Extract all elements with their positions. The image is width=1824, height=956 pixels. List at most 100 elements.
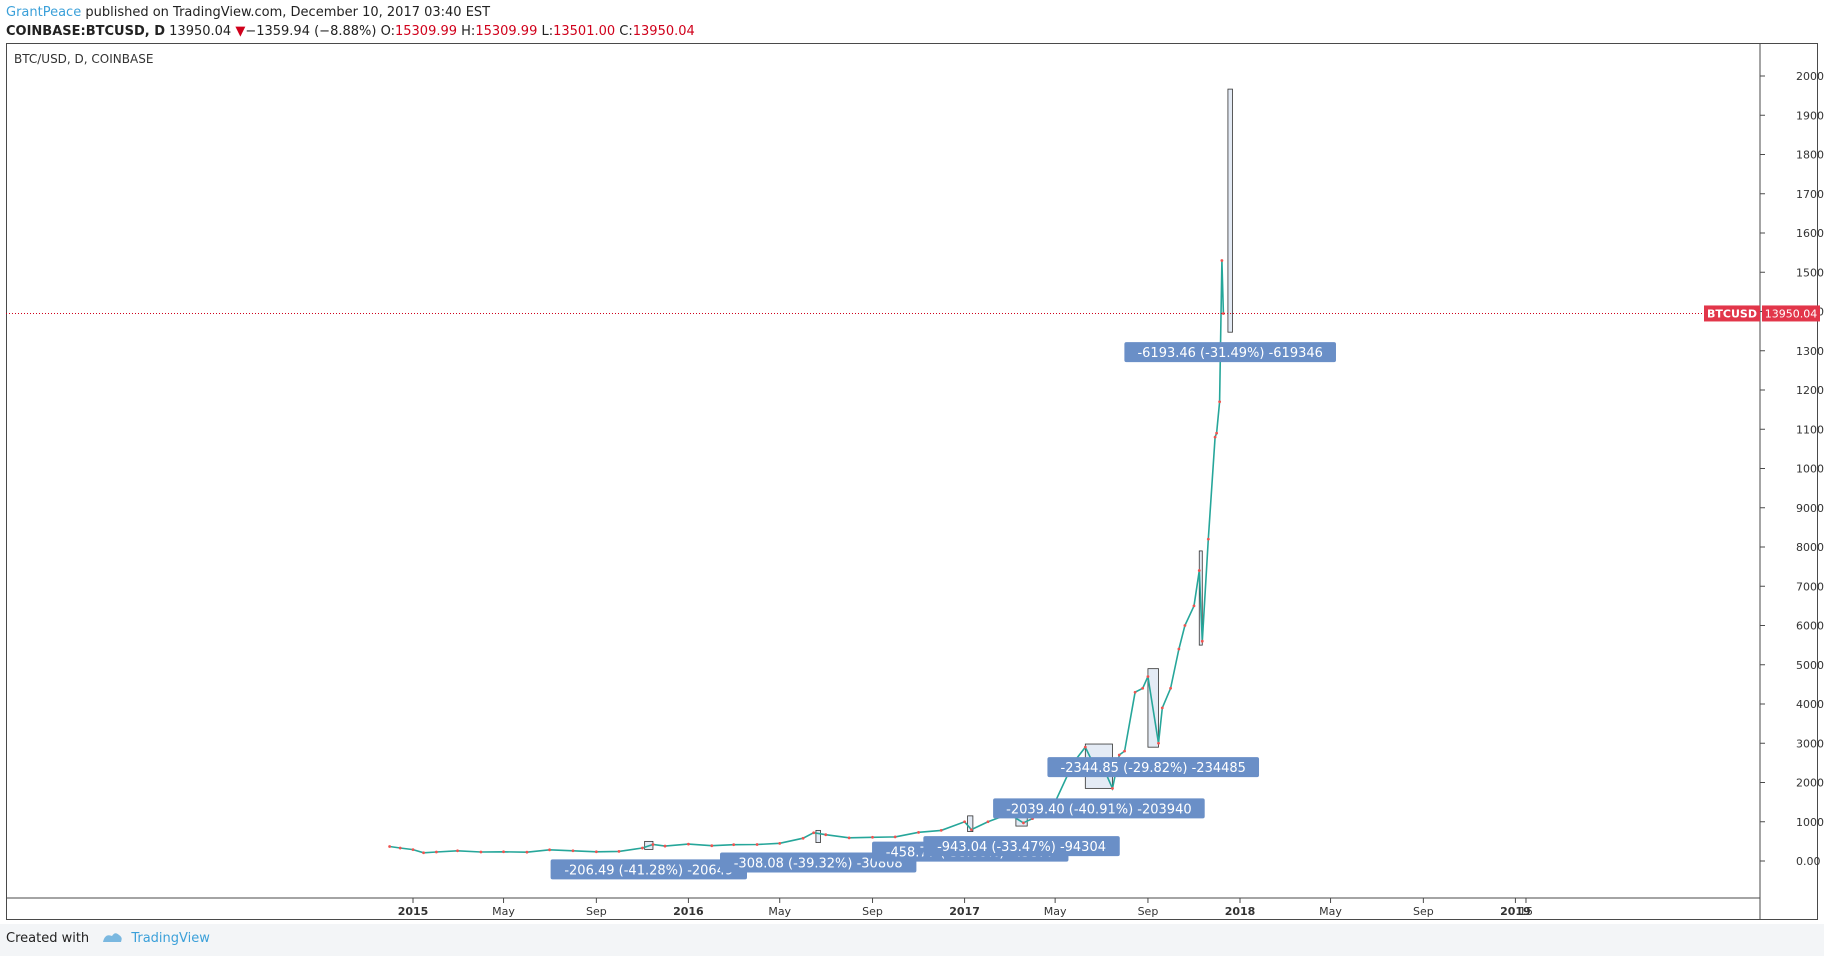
price-point (1183, 624, 1187, 627)
created-with-text: Created with (6, 931, 90, 946)
price-point (1177, 647, 1181, 651)
y-tick-label: 17000.00 (1796, 188, 1824, 201)
price-point (1160, 706, 1164, 710)
measure-label-bg (550, 859, 748, 880)
symbol-label: COINBASE:BTCUSD, D (6, 24, 166, 39)
measure-label-bg (923, 836, 1120, 857)
down-arrow-icon: ▼ (235, 24, 246, 39)
tradingview-link[interactable]: TradingView (131, 931, 210, 946)
published-text: published on TradingView.com, December 1… (81, 5, 491, 20)
y-tick-label: 11000.00 (1796, 423, 1824, 436)
low-value: 13501.00 (553, 24, 616, 39)
x-tick-label: 2019 (1500, 905, 1531, 918)
symbol-badge (1704, 305, 1760, 322)
price-point (917, 830, 920, 834)
price-point (1123, 749, 1126, 753)
price-point (1169, 686, 1172, 690)
price-point (1220, 259, 1224, 262)
price-point (617, 849, 621, 853)
price-point (1111, 786, 1114, 790)
price-point (398, 846, 402, 850)
y-tick-label: 19000.00 (1796, 109, 1824, 122)
x-tick-label: 15 (1519, 905, 1533, 918)
last-price: 13950.04 (169, 24, 232, 39)
x-tick-label: 2018 (1225, 905, 1256, 918)
chart-title: BTC/USD, D, COINBASE (14, 52, 154, 66)
measure-label: -2344.85 (-29.82%) -234485 (1061, 761, 1246, 776)
x-tick-label: Sep (1138, 905, 1159, 918)
y-tick-label: 16000.00 (1796, 227, 1824, 240)
x-tick-label: Sep (862, 905, 883, 918)
price-point (1215, 431, 1219, 435)
price-point (893, 835, 897, 839)
y-tick-label: 8000.00 (1796, 541, 1824, 554)
measure-label-bg (1047, 757, 1260, 778)
ohlc-line: COINBASE:BTCUSD, D 13950.04 ▼−1359.94 (−… (6, 22, 1806, 41)
price-point (939, 828, 943, 832)
price-point (594, 850, 598, 854)
open-label: O: (380, 24, 395, 39)
price-point (1133, 690, 1137, 694)
measure-box (967, 815, 974, 832)
price-point (1200, 639, 1204, 643)
chart-header: GrantPeace published on TradingView.com,… (6, 3, 1806, 41)
x-tick-label: 2016 (673, 905, 704, 918)
price-point (812, 831, 816, 835)
price-point (732, 843, 736, 847)
y-tick-label: 15000.00 (1796, 266, 1824, 279)
measure-label-bg (719, 852, 917, 873)
measure-label: -6193.46 (-31.49%) -619346 (1137, 346, 1322, 361)
price-point (710, 844, 714, 848)
symbol-badge-label: BTCUSD (1707, 307, 1757, 320)
y-tick-label: 0.00 (1796, 855, 1821, 868)
y-tick-label: 20000.00 (1796, 70, 1824, 83)
x-tick-label: Sep (1413, 905, 1434, 918)
measure-label: -943.04 (-33.47%) -94304 (937, 840, 1106, 855)
price-chart[interactable]: 0.00 1000.00 2000.00 3000.00 4000.00 5000.00 6… (0, 0, 1824, 924)
price-badge-label: 13950.04 (1765, 307, 1818, 320)
price-point (502, 850, 505, 854)
price-point (1083, 745, 1087, 749)
author-link[interactable]: GrantPeace (6, 5, 82, 20)
chart-frame[interactable] (6, 43, 1818, 920)
price-point (388, 845, 392, 848)
x-tick-label: 2017 (949, 905, 980, 918)
close-value: 13950.04 (632, 24, 695, 39)
measure-label-bg (993, 798, 1205, 819)
high-value: 15309.99 (475, 24, 538, 39)
price-point (778, 841, 782, 845)
price-series-line (389, 260, 1225, 854)
high-label: H: (461, 24, 476, 39)
y-tick-label: 2000.00 (1796, 777, 1824, 790)
price-point (969, 828, 973, 831)
price-point (986, 820, 990, 824)
price-point (687, 842, 690, 846)
x-tick-label: May (1044, 905, 1067, 918)
price-change: −1359.94 (−8.88%) (245, 24, 377, 39)
price-point (1117, 753, 1121, 757)
price-point (479, 850, 483, 854)
price-point (548, 848, 551, 852)
x-tick-label: May (768, 905, 791, 918)
y-tick-label: 7000.00 (1796, 580, 1824, 593)
price-point (456, 849, 459, 853)
price-point (1141, 686, 1145, 690)
y-tick-label: 5000.00 (1796, 659, 1824, 672)
price-point (640, 846, 644, 850)
y-tick-label: 4000.00 (1796, 698, 1824, 711)
y-tick-label: 6000.00 (1796, 620, 1824, 633)
price-point (1221, 312, 1225, 315)
price-point (963, 820, 966, 824)
price-point (1022, 821, 1025, 825)
y-tick-label: 9000.00 (1796, 502, 1824, 515)
price-point (1146, 675, 1150, 678)
price-point (755, 843, 759, 846)
price-point (1218, 400, 1222, 404)
measure-label-bg (1124, 342, 1336, 363)
measure-box (1227, 88, 1233, 333)
price-point (663, 844, 667, 848)
price-point (422, 851, 425, 855)
measure-label: -2039.40 (-40.91%) -203940 (1006, 802, 1191, 817)
y-tick-label: 3000.00 (1796, 737, 1824, 750)
y-tick-label: 10000.00 (1796, 463, 1824, 476)
